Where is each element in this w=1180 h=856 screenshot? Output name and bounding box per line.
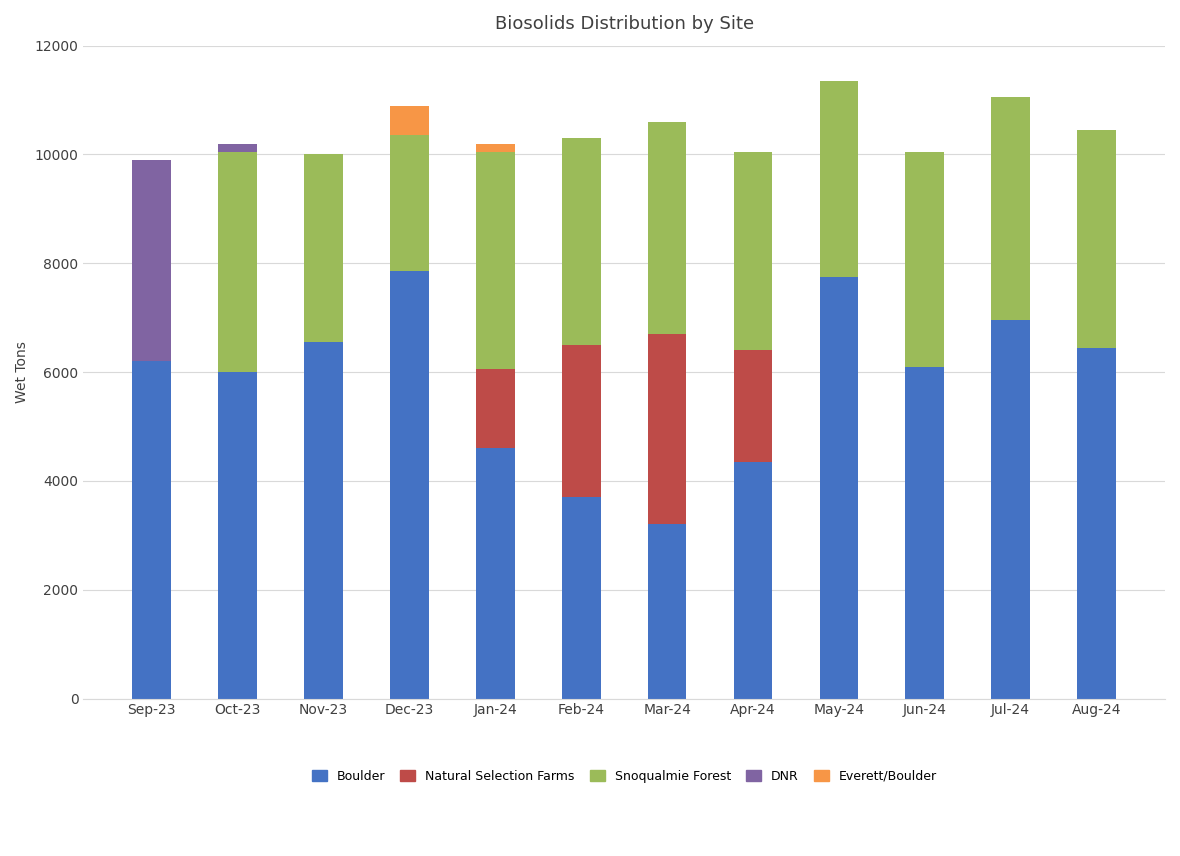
Y-axis label: Wet Tons: Wet Tons xyxy=(15,342,30,403)
Bar xyxy=(991,320,1030,698)
Bar xyxy=(391,105,428,135)
Bar xyxy=(476,152,514,370)
Bar xyxy=(562,345,601,497)
Legend: Boulder, Natural Selection Farms, Snoqualmie Forest, DNR, Everett/Boulder: Boulder, Natural Selection Farms, Snoqua… xyxy=(306,764,943,789)
Bar xyxy=(648,525,687,698)
Bar xyxy=(905,366,944,698)
Bar xyxy=(304,342,343,698)
Bar xyxy=(734,152,772,350)
Bar xyxy=(1077,348,1116,698)
Title: Biosolids Distribution by Site: Biosolids Distribution by Site xyxy=(494,15,754,33)
Bar xyxy=(132,160,171,361)
Bar xyxy=(391,135,428,271)
Bar xyxy=(648,122,687,334)
Bar xyxy=(562,138,601,345)
Bar xyxy=(218,152,257,372)
Bar xyxy=(1077,130,1116,348)
Bar xyxy=(476,370,514,449)
Bar xyxy=(391,271,428,698)
Bar xyxy=(562,497,601,698)
Bar xyxy=(820,276,858,698)
Bar xyxy=(991,98,1030,320)
Bar xyxy=(734,462,772,698)
Bar xyxy=(476,449,514,698)
Bar xyxy=(218,372,257,698)
Bar xyxy=(734,350,772,462)
Bar xyxy=(304,154,343,342)
Bar xyxy=(218,144,257,152)
Bar xyxy=(476,144,514,152)
Bar xyxy=(820,81,858,276)
Bar xyxy=(132,361,171,698)
Bar xyxy=(648,334,687,525)
Bar xyxy=(905,152,944,366)
